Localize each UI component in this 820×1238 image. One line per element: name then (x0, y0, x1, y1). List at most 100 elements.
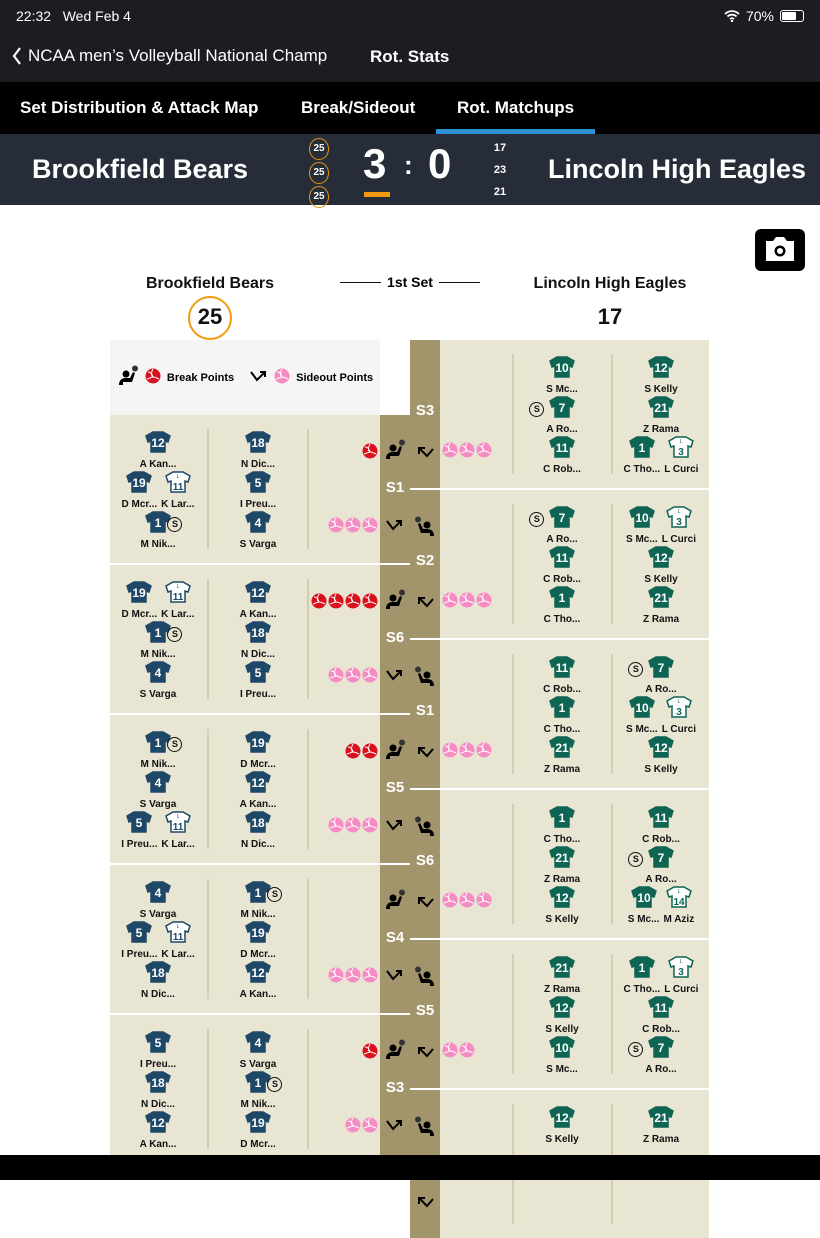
back-button[interactable]: NCAA men’s Volleyball National Champ (12, 46, 327, 66)
player[interactable]: 4 S Varga (140, 771, 176, 810)
player[interactable]: 12 A Kan... (240, 771, 276, 810)
player[interactable]: 10 S Mc... (546, 356, 578, 395)
player-cell: 12 A Kan... (208, 581, 308, 620)
player[interactable]: 11 C Rob... (543, 436, 581, 475)
player[interactable]: 1 M Nik... S (140, 621, 183, 660)
player[interactable]: 11 C Rob... (642, 806, 680, 845)
player[interactable]: 21 Z Rama (544, 736, 580, 775)
player[interactable]: 4 S Varga (140, 661, 176, 700)
player[interactable]: 4 S Varga (140, 881, 176, 920)
camera-button[interactable] (755, 229, 805, 271)
svg-text:12: 12 (654, 551, 668, 565)
player[interactable]: 7 A Ro... S (628, 656, 677, 695)
sideout-ball (362, 517, 378, 538)
svg-text:L: L (177, 814, 180, 820)
player[interactable]: L 11 K Lar... (161, 811, 195, 850)
player[interactable]: 12 S Kelly (545, 996, 579, 1035)
sideout-points (328, 517, 378, 538)
player[interactable]: 12 S Kelly (545, 886, 579, 925)
player[interactable]: 11 C Rob... (642, 996, 680, 1035)
player-cell: 10 S Mc... (512, 1036, 612, 1075)
player[interactable]: 10 S Mc... (626, 696, 658, 735)
player[interactable]: 19 D Mcr... (240, 731, 276, 770)
jersey-icon: L 11 (164, 471, 191, 498)
player[interactable]: 11 C Rob... (543, 546, 581, 585)
jersey-icon: 1 (145, 731, 171, 758)
player[interactable]: 18 N Dic... (141, 961, 175, 1000)
player[interactable]: 4 S Varga (240, 1031, 276, 1070)
player[interactable]: L 11 K Lar... (161, 581, 194, 620)
player[interactable]: 12 S Kelly (644, 736, 678, 775)
player-name: A Kan... (239, 989, 277, 1000)
player[interactable]: 18 N Dic... (141, 1071, 175, 1110)
serve-icon (414, 966, 436, 993)
player[interactable]: 1 C Tho... (544, 586, 580, 625)
player[interactable]: 7 A Ro... S (529, 396, 578, 435)
player-name: S Mc... (626, 534, 658, 545)
player[interactable]: 21 Z Rama (544, 956, 580, 995)
player[interactable]: 21 Z Rama (643, 396, 679, 435)
player[interactable]: 12 A Kan... (140, 1111, 176, 1150)
player[interactable]: 1 C Tho... (544, 696, 580, 735)
tab-break-sideout[interactable]: Break/Sideout (301, 98, 416, 117)
player[interactable]: L 11 K Lar... (161, 921, 195, 960)
player[interactable]: 1 C Tho... (624, 956, 660, 995)
jersey-icon: 1 (549, 806, 575, 833)
player[interactable]: 12 A Kan... (239, 961, 277, 1000)
player[interactable]: 1 C Tho... (624, 436, 660, 475)
svg-text:18: 18 (251, 436, 265, 450)
player[interactable]: 18 N Dic... (241, 431, 275, 470)
player[interactable]: 5 I Preu... (240, 661, 276, 700)
player[interactable]: 5 I Preu... (140, 1031, 176, 1070)
player[interactable]: 18 N Dic... (241, 621, 275, 660)
player[interactable]: 7 A Ro... S (628, 846, 677, 885)
player[interactable]: 12 S Kelly (644, 546, 678, 585)
player-cell: 12 A Kan... (208, 771, 308, 810)
break-ball (345, 743, 361, 764)
player[interactable]: 1 M Nik... S (140, 511, 183, 550)
player[interactable]: 11 C Rob... (543, 656, 581, 695)
sideout-arrow-icon (386, 1118, 404, 1137)
jersey-icon: 11 (648, 806, 674, 833)
svg-text:19: 19 (133, 476, 147, 490)
player[interactable]: 12 S Kelly (545, 1106, 579, 1145)
player[interactable]: 10 S Mc... (626, 506, 658, 545)
player[interactable]: 5 I Preu... (121, 921, 157, 960)
player[interactable]: 7 A Ro... S (529, 506, 578, 545)
player[interactable]: 5 I Preu... (121, 811, 157, 850)
player-cell: 1 M Nik... S (108, 731, 208, 770)
player[interactable]: 1 M Nik... S (240, 881, 283, 920)
player[interactable]: 1 M Nik... S (240, 1071, 283, 1110)
serve-icon (414, 516, 436, 543)
player[interactable]: 4 S Varga (240, 511, 276, 550)
tab-set-distribution[interactable]: Set Distribution & Attack Map (20, 98, 259, 117)
player[interactable]: 19 D Mcr... (122, 581, 157, 620)
player[interactable]: 10 S Mc... (546, 1036, 578, 1075)
player[interactable]: 19 D Mcr... (240, 921, 276, 960)
tab-rot-matchups[interactable]: Rot. Matchups (457, 98, 575, 117)
player[interactable]: 1 M Nik... S (140, 731, 183, 770)
status-time: 22:32 Wed Feb 4 (16, 8, 131, 24)
svg-text:L: L (177, 924, 180, 930)
player[interactable]: 12 A Kan... (140, 431, 176, 470)
player-name: I Preu... (121, 949, 158, 960)
player[interactable]: 5 I Preu... (240, 471, 276, 510)
player[interactable]: 1 C Tho... (544, 806, 580, 845)
player[interactable]: 7 A Ro... S (628, 1036, 677, 1075)
player[interactable]: 12 A Kan... (240, 581, 276, 620)
player[interactable]: 21 Z Rama (544, 846, 580, 885)
set-label-text: 1st Set (387, 274, 433, 290)
player[interactable]: 19 D Mcr... (240, 1111, 276, 1150)
player[interactable]: 18 N Dic... (241, 811, 275, 850)
player[interactable]: L 14 M Aziz (663, 886, 694, 925)
player[interactable]: L 11 K Lar... (161, 471, 194, 510)
player[interactable]: 19 D Mcr... (122, 471, 157, 510)
player[interactable]: 21 Z Rama (643, 586, 679, 625)
player[interactable]: 12 S Kelly (644, 356, 678, 395)
player[interactable]: 10 S Mc... (628, 886, 659, 925)
player[interactable]: 21 Z Rama (643, 1106, 679, 1145)
